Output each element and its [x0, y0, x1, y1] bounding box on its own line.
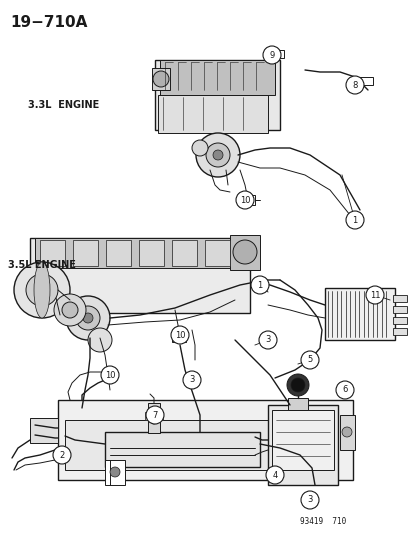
Bar: [287, 398, 307, 410]
Circle shape: [183, 371, 201, 389]
Bar: [73, 240, 98, 266]
Circle shape: [345, 76, 363, 94]
Circle shape: [250, 276, 268, 294]
Bar: [267, 405, 337, 485]
Circle shape: [262, 46, 280, 64]
Text: 10: 10: [104, 370, 115, 379]
Bar: [392, 328, 406, 335]
Bar: [105, 432, 259, 467]
Text: 10: 10: [174, 330, 185, 340]
Circle shape: [53, 446, 71, 464]
Bar: [204, 240, 230, 266]
Bar: [40, 240, 65, 266]
Text: 93419  710: 93419 710: [299, 518, 345, 527]
Text: 3.3L  ENGINE: 3.3L ENGINE: [28, 100, 99, 110]
Circle shape: [76, 306, 100, 330]
Circle shape: [300, 491, 318, 509]
Bar: [230, 235, 259, 270]
Text: 3.5L ENGINE: 3.5L ENGINE: [8, 260, 76, 270]
Bar: [392, 317, 406, 324]
Circle shape: [206, 143, 230, 167]
Circle shape: [335, 381, 353, 399]
Circle shape: [233, 240, 256, 264]
Text: 3: 3: [306, 496, 312, 505]
Text: 11: 11: [369, 290, 379, 300]
Circle shape: [35, 283, 49, 297]
Text: 5: 5: [306, 356, 312, 365]
Circle shape: [300, 351, 318, 369]
Bar: [65, 420, 284, 470]
Circle shape: [26, 274, 58, 306]
Circle shape: [286, 374, 308, 396]
Bar: [106, 240, 131, 266]
Text: 2: 2: [59, 450, 64, 459]
Text: 3: 3: [265, 335, 270, 344]
Circle shape: [171, 326, 189, 344]
Circle shape: [110, 467, 120, 477]
Circle shape: [83, 313, 93, 323]
Bar: [154, 60, 279, 130]
Circle shape: [66, 296, 110, 340]
Text: 7: 7: [152, 410, 157, 419]
Bar: [35, 238, 244, 268]
Text: 3: 3: [189, 376, 194, 384]
Circle shape: [290, 378, 304, 392]
Circle shape: [62, 302, 78, 318]
Text: 10: 10: [239, 196, 249, 205]
Bar: [240, 195, 254, 205]
Text: 4: 4: [272, 471, 277, 480]
Bar: [145, 412, 163, 420]
Circle shape: [259, 331, 276, 349]
Bar: [354, 77, 372, 85]
Bar: [392, 306, 406, 313]
Bar: [339, 415, 354, 450]
Text: 1: 1: [351, 215, 357, 224]
Circle shape: [54, 294, 86, 326]
Ellipse shape: [34, 262, 50, 318]
Text: 8: 8: [351, 80, 357, 90]
Circle shape: [150, 416, 158, 424]
Circle shape: [235, 191, 254, 209]
Circle shape: [146, 406, 164, 424]
Circle shape: [341, 427, 351, 437]
Bar: [158, 95, 267, 133]
Bar: [171, 240, 197, 266]
Circle shape: [88, 328, 112, 352]
Text: 6: 6: [342, 385, 347, 394]
Circle shape: [192, 140, 207, 156]
Text: 19−710A: 19−710A: [10, 14, 87, 29]
Bar: [139, 240, 164, 266]
Bar: [58, 400, 352, 480]
Bar: [271, 410, 333, 470]
Circle shape: [212, 150, 223, 160]
Circle shape: [153, 71, 169, 87]
Bar: [30, 238, 249, 313]
Bar: [152, 68, 170, 90]
Bar: [271, 50, 283, 58]
Bar: [105, 460, 125, 485]
Circle shape: [345, 211, 363, 229]
Bar: [147, 403, 159, 433]
Circle shape: [14, 262, 70, 318]
Circle shape: [266, 466, 283, 484]
Circle shape: [365, 286, 383, 304]
Circle shape: [101, 366, 119, 384]
Bar: [30, 418, 58, 443]
Bar: [324, 288, 394, 340]
Bar: [392, 295, 406, 302]
Bar: [171, 330, 185, 342]
Circle shape: [195, 133, 240, 177]
Bar: [159, 60, 274, 95]
Text: 1: 1: [257, 280, 262, 289]
Text: 9: 9: [269, 51, 274, 60]
